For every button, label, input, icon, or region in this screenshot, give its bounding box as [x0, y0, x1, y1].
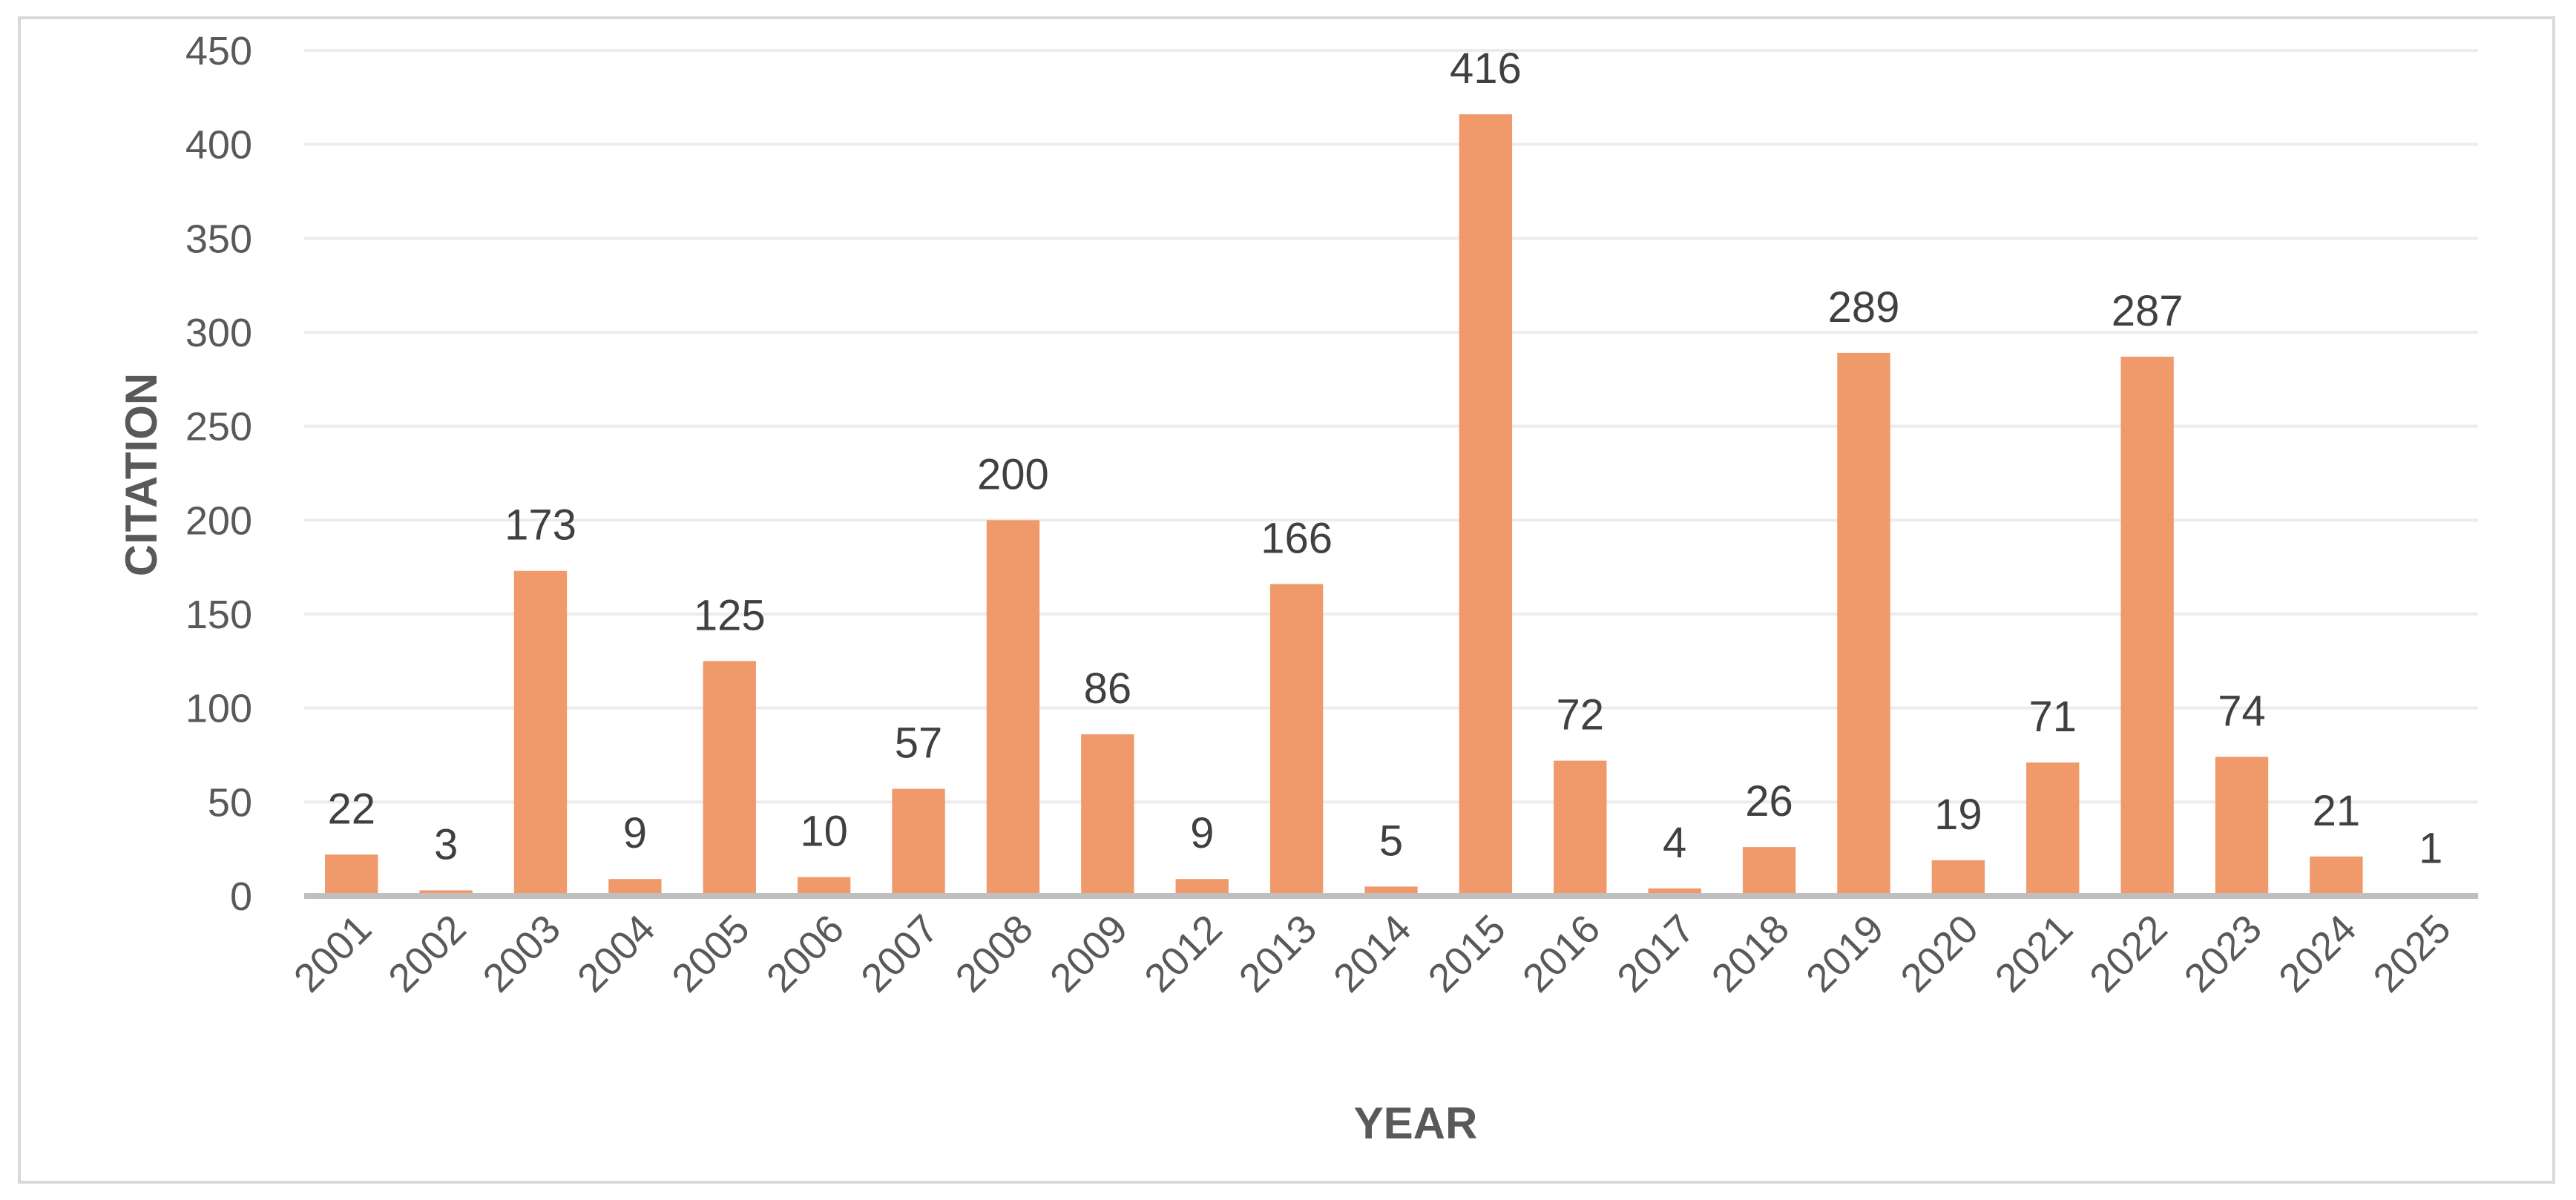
bar — [1175, 879, 1229, 896]
bar — [325, 854, 378, 896]
y-tick-label: 300 — [185, 311, 252, 355]
y-tick-label: 50 — [208, 780, 252, 825]
x-tick-label: 2006 — [758, 906, 852, 1000]
bar — [1269, 584, 1324, 896]
x-axis-title: YEAR — [1354, 1098, 1478, 1148]
x-tick-label: 2004 — [569, 906, 663, 1000]
data-label: 1 — [2419, 824, 2442, 872]
y-tick-label: 0 — [230, 874, 252, 919]
y-tick-label: 200 — [185, 498, 252, 543]
data-label: 3 — [434, 820, 458, 868]
bar — [1742, 847, 1796, 896]
data-label: 26 — [1745, 777, 1793, 825]
y-tick-label: 400 — [185, 123, 252, 168]
x-tick-label: 2001 — [286, 906, 380, 1000]
y-tick-label: 100 — [185, 687, 252, 731]
x-tick-label: 2008 — [947, 906, 1042, 1000]
x-tick-label: 2005 — [663, 906, 758, 1000]
bar — [513, 570, 568, 896]
x-tick-label: 2017 — [1609, 906, 1703, 1000]
bar — [797, 877, 851, 896]
x-tick-label: 2003 — [475, 906, 569, 1000]
data-label: 287 — [2112, 287, 2184, 335]
x-tick-label: 2015 — [1419, 906, 1514, 1000]
bar — [892, 788, 945, 896]
data-label: 57 — [895, 719, 943, 768]
data-label: 22 — [327, 785, 375, 833]
y-axis-title: CITATION — [116, 373, 166, 576]
x-tick-label: 2023 — [2176, 906, 2270, 1000]
data-label: 86 — [1084, 665, 1132, 713]
bar — [1081, 734, 1134, 896]
x-tick-label: 2020 — [1892, 906, 1986, 1000]
bar — [1648, 888, 1701, 896]
bar — [2026, 762, 2080, 896]
y-tick-label: 150 — [185, 593, 252, 637]
bar — [2120, 356, 2174, 896]
y-tick-label: 350 — [185, 217, 252, 261]
data-label: 9 — [623, 809, 647, 857]
data-labels: 22 3 173 9 125 10 57 200 86 9 166 5 416 72 4 26 289 19 71 2… — [327, 44, 2442, 872]
bar — [1459, 114, 1513, 897]
x-tick-label: 2012 — [1136, 906, 1230, 1000]
bar — [703, 661, 756, 896]
x-tick-label: 2009 — [1042, 906, 1136, 1000]
x-tick-label: 2018 — [1703, 906, 1798, 1000]
x-tick-label: 2007 — [852, 906, 947, 1000]
data-label: 71 — [2028, 693, 2077, 741]
data-label: 19 — [1934, 791, 1982, 839]
bar — [986, 520, 1040, 896]
x-tick-label: 2021 — [1987, 906, 2081, 1000]
data-label: 21 — [2313, 787, 2361, 835]
data-label: 200 — [977, 450, 1049, 498]
x-tick-label: 2014 — [1325, 906, 1419, 1000]
bar — [1837, 352, 1890, 896]
data-label: 74 — [2218, 688, 2266, 736]
x-tick-label: 2024 — [2270, 906, 2365, 1000]
y-tick-label: 450 — [185, 29, 252, 73]
data-label: 416 — [1450, 44, 1522, 93]
gridlines — [304, 49, 2478, 804]
y-tick-label: 250 — [185, 405, 252, 449]
data-label: 10 — [800, 808, 848, 856]
bars — [325, 114, 2457, 897]
x-tick-label: 2022 — [2081, 906, 2175, 1000]
data-label: 4 — [1663, 819, 1686, 867]
data-label: 166 — [1261, 514, 1333, 562]
y-axis-ticks: 0 50 100 150 200 250 300 350 400 450 — [185, 29, 252, 919]
bar — [2310, 856, 2363, 896]
data-label: 173 — [505, 501, 576, 550]
bar — [1931, 860, 1985, 896]
data-label: 72 — [1557, 691, 1605, 739]
data-label: 125 — [694, 591, 766, 639]
bar — [2215, 756, 2269, 896]
x-tick-label: 2019 — [1798, 906, 1892, 1000]
x-tick-label: 2016 — [1514, 906, 1609, 1000]
bar — [1554, 760, 1607, 896]
x-axis-ticks: 2001 2002 2003 2004 2005 2006 2007 2008 2009 2012… — [286, 906, 2460, 1000]
bar — [608, 879, 662, 896]
data-label: 5 — [1379, 817, 1403, 865]
data-label: 289 — [1828, 283, 1900, 332]
x-tick-label: 2013 — [1231, 906, 1325, 1000]
x-tick-label: 2025 — [2365, 906, 2459, 1000]
x-tick-label: 2002 — [380, 906, 474, 1000]
data-label: 9 — [1190, 809, 1214, 857]
